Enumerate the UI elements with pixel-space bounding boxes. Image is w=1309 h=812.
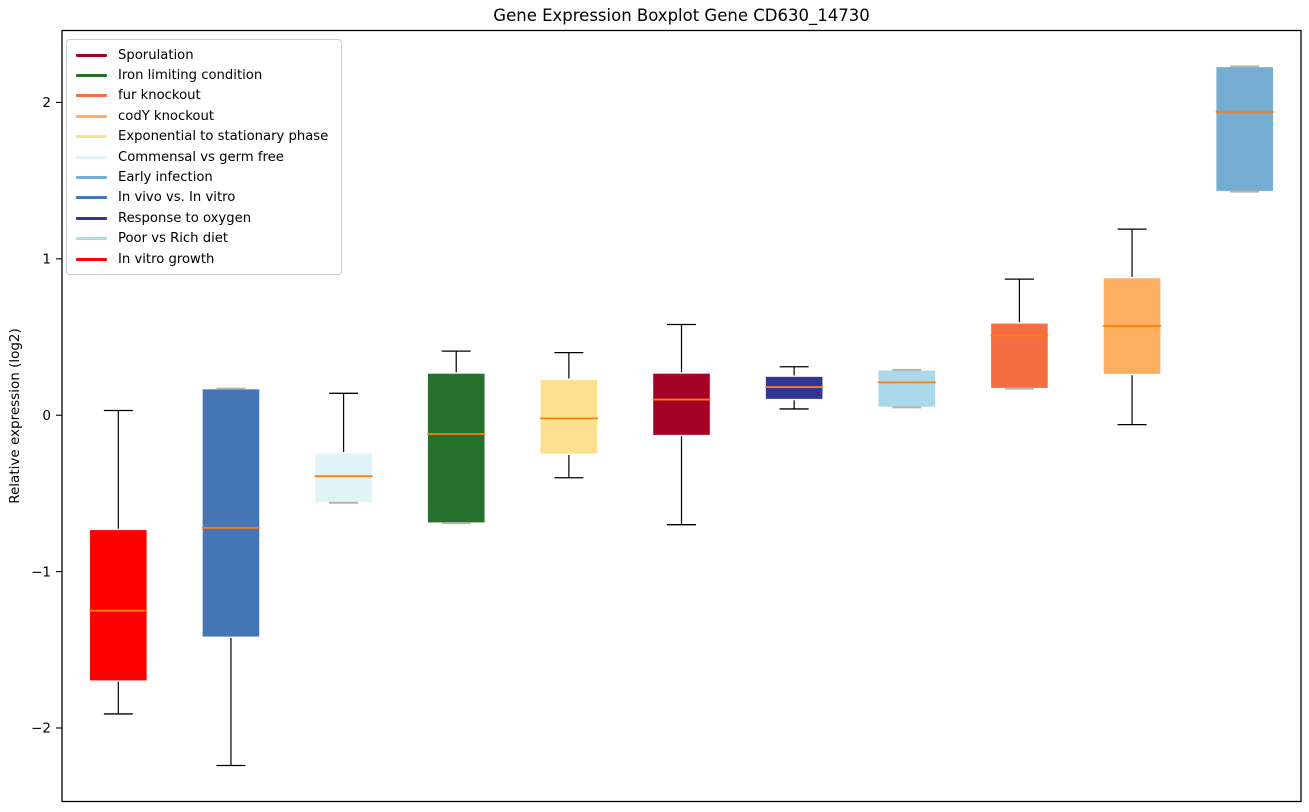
boxplot-box — [313, 452, 374, 504]
legend-swatch — [76, 135, 107, 139]
legend-item: Iron limiting condition — [76, 65, 333, 85]
legend-swatch — [76, 114, 107, 118]
legend-swatch — [76, 176, 107, 180]
legend-label: Poor vs Rich diet — [118, 231, 229, 247]
boxplot-box — [877, 369, 937, 409]
legend-item: In vitro growth — [76, 249, 333, 269]
legend-label: Sporulation — [118, 47, 194, 63]
legend-swatch — [76, 196, 107, 200]
boxplot-box — [426, 372, 486, 524]
legend-label: In vivo vs. In vitro — [118, 190, 236, 206]
legend-item: Commensal vs germ free — [76, 147, 333, 167]
y-tick-label: 2 — [42, 95, 51, 111]
y-tick-label: 1 — [42, 252, 51, 268]
legend-item: Exponential to stationary phase — [76, 127, 333, 147]
legend-label: Exponential to stationary phase — [118, 129, 329, 145]
legend-label: In vitro growth — [118, 251, 215, 267]
legend-swatch — [76, 74, 107, 78]
legend-swatch — [76, 216, 107, 220]
plot-border — [61, 29, 1302, 803]
boxplot-box — [88, 528, 149, 682]
legend-label: Early infection — [118, 169, 213, 185]
boxplot-box — [1214, 65, 1275, 193]
boxplot-box — [651, 372, 712, 437]
legend-label: Commensal vs germ free — [118, 149, 284, 165]
legend-label: codY knockout — [118, 108, 215, 124]
boxplot-box — [201, 387, 261, 638]
legend-swatch — [76, 237, 107, 241]
y-tick-label: 0 — [42, 408, 51, 424]
legend-item: Response to oxygen — [76, 208, 333, 228]
legend-item: Early infection — [76, 167, 333, 187]
legend-label: Iron limiting condition — [118, 67, 263, 83]
y-tick-label: −2 — [31, 721, 51, 737]
legend-swatch — [76, 155, 107, 159]
legend-item: fur knockout — [76, 86, 333, 106]
legend-swatch — [76, 257, 107, 261]
legend-swatch — [76, 53, 107, 57]
y-tick-label: −1 — [31, 564, 51, 580]
legend-item: codY knockout — [76, 106, 333, 126]
legend-item: In vivo vs. In vitro — [76, 188, 333, 208]
boxplot-box — [539, 378, 599, 456]
chart-title: Gene Expression Boxplot Gene CD630_14730 — [493, 6, 870, 25]
legend-item: Poor vs Rich diet — [76, 229, 333, 249]
legend-label: Response to oxygen — [118, 210, 252, 226]
legend-label: fur knockout — [118, 88, 201, 104]
legend-swatch — [76, 94, 107, 98]
legend-item: Sporulation — [76, 45, 333, 65]
legend: Sporulation Iron limiting condition fur kn… — [66, 39, 342, 276]
boxplot-box — [989, 322, 1050, 390]
